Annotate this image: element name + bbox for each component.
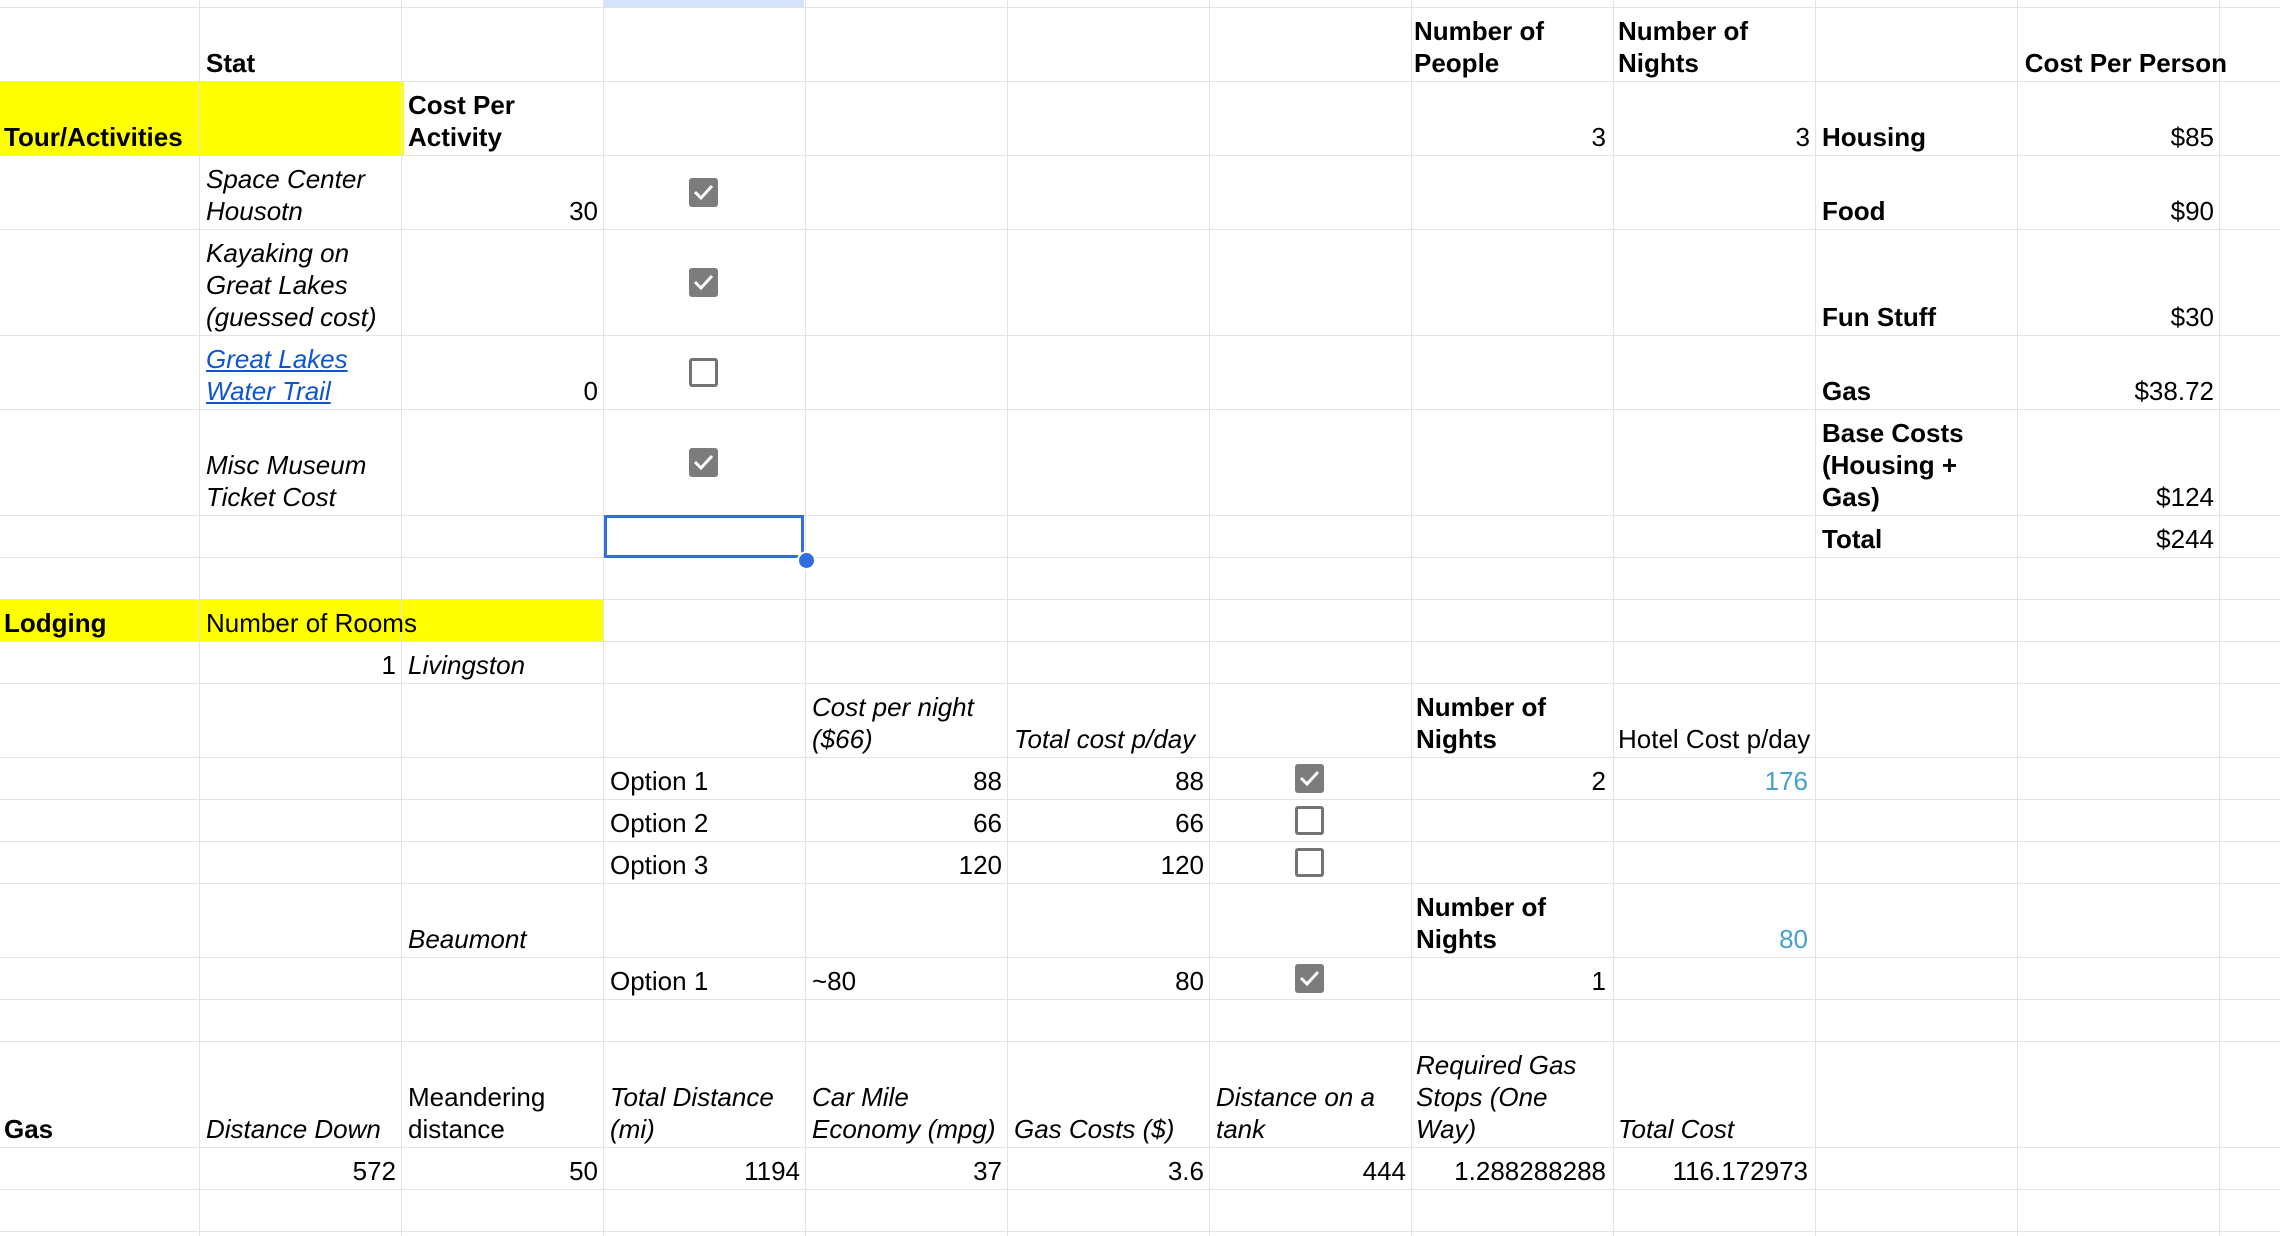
summary-label-food[interactable]: Food <box>1822 196 1886 226</box>
livingston-nights[interactable]: 2 <box>1591 766 1606 796</box>
nights-header[interactable]: Number of Nights <box>1416 692 1546 754</box>
activity-checkbox[interactable] <box>689 268 718 297</box>
cost-per-activity-header[interactable]: Cost Per Activity <box>408 90 515 152</box>
meandering-header[interactable]: Meandering distance <box>408 1082 546 1144</box>
activity-name[interactable]: Misc Museum Ticket Cost <box>206 450 367 512</box>
total-distance-value[interactable]: 1194 <box>744 1156 800 1186</box>
option-total[interactable]: 66 <box>1175 808 1204 838</box>
option-cost[interactable]: 88 <box>973 766 1002 796</box>
summary-value-base-costs[interactable]: $124 <box>2156 482 2214 512</box>
mpg-header[interactable]: Car Mile Economy (mpg) <box>812 1082 996 1144</box>
selected-cell[interactable] <box>604 515 804 558</box>
option-cost[interactable]: 120 <box>958 850 1002 880</box>
city-beaumont[interactable]: Beaumont <box>408 924 527 954</box>
mpg-value[interactable]: 37 <box>973 1156 1002 1186</box>
tour-header-fill <box>0 82 404 156</box>
checkmark-icon <box>1299 770 1320 787</box>
gas-costs-value[interactable]: 3.6 <box>1167 1156 1204 1186</box>
cost-per-night-header[interactable]: Cost per night ($66) <box>812 692 974 754</box>
city-livingston[interactable]: Livingston <box>408 650 526 680</box>
option-checkbox[interactable] <box>1295 964 1324 993</box>
option-checkbox[interactable] <box>1295 806 1324 835</box>
summary-value-fun[interactable]: $30 <box>2170 302 2214 332</box>
activity-name[interactable]: Space Center Housotn <box>206 164 365 226</box>
summary-value-food[interactable]: $90 <box>2170 196 2214 226</box>
total-distance-header[interactable]: Total Distance (mi) <box>610 1082 774 1144</box>
summary-label-gas[interactable]: Gas <box>1822 376 1872 406</box>
activity-checkbox[interactable] <box>689 178 718 207</box>
total-cost-header[interactable]: Total cost p/day <box>1014 724 1196 754</box>
activity-cost[interactable]: 0 <box>583 376 598 406</box>
lodging-label[interactable]: Lodging <box>4 608 107 638</box>
option-total[interactable]: 120 <box>1160 850 1204 880</box>
option-total[interactable]: 88 <box>1175 766 1204 796</box>
number-of-people-header[interactable]: Number of People <box>1414 16 1544 78</box>
distance-down-value[interactable]: 572 <box>352 1156 396 1186</box>
beaumont-nights[interactable]: 1 <box>1591 966 1606 996</box>
summary-value-total[interactable]: $244 <box>2156 524 2214 554</box>
activity-link[interactable]: Great Lakes Water Trail <box>206 344 348 406</box>
gas-stops-header[interactable]: Required Gas Stops (One Way) <box>1416 1050 1577 1144</box>
option-cost[interactable]: 66 <box>973 808 1002 838</box>
lodging-header-fill <box>0 600 604 642</box>
gas-total-cost-header[interactable]: Total Cost <box>1618 1114 1735 1144</box>
option-name[interactable]: Option 1 <box>610 966 709 996</box>
people-count[interactable]: 3 <box>1591 122 1606 152</box>
meandering-value[interactable]: 50 <box>569 1156 598 1186</box>
beaumont-nights-header[interactable]: Number of Nights <box>1416 892 1546 954</box>
option-total[interactable]: 80 <box>1175 966 1204 996</box>
checkmark-icon <box>693 184 714 201</box>
hotel-cost-header[interactable]: Hotel Cost p/day <box>1618 724 1811 754</box>
distance-down-header[interactable]: Distance Down <box>206 1114 381 1144</box>
activity-name[interactable]: Great Lakes Water Trail <box>200 336 402 410</box>
option-name[interactable]: Option 3 <box>610 850 709 880</box>
summary-label-housing[interactable]: Housing <box>1822 122 1926 152</box>
cost-per-person-header[interactable]: Cost Per Person <box>2024 48 2227 78</box>
beaumont-hotel-cost[interactable]: 80 <box>1779 924 1808 954</box>
option-name[interactable]: Option 2 <box>610 808 709 838</box>
summary-value-housing[interactable]: $85 <box>2170 122 2214 152</box>
checkmark-icon <box>693 454 714 471</box>
stat-header[interactable]: Stat <box>206 48 256 78</box>
option-name[interactable]: Option 1 <box>610 766 709 796</box>
checkmark-icon <box>1299 970 1320 987</box>
activity-checkbox[interactable] <box>689 448 718 477</box>
option-cost[interactable]: ~80 <box>812 966 857 996</box>
column-header-highlight <box>604 0 804 7</box>
livingston-hotel-cost[interactable]: 176 <box>1764 766 1808 796</box>
activity-cost[interactable]: 30 <box>569 196 598 226</box>
checkmark-icon <box>693 274 714 291</box>
gas-label[interactable]: Gas <box>4 1114 54 1144</box>
summary-label-total[interactable]: Total <box>1822 524 1883 554</box>
summary-value-gas[interactable]: $38.72 <box>2134 376 2214 406</box>
summary-label-base-costs[interactable]: Base Costs (Housing + Gas) <box>1822 418 1964 512</box>
activity-name[interactable]: Kayaking on Great Lakes (guessed cost) <box>206 238 377 332</box>
distance-tank-header[interactable]: Distance on a tank <box>1216 1082 1375 1144</box>
nights-count[interactable]: 3 <box>1795 122 1810 152</box>
rooms-count[interactable]: 1 <box>381 650 396 680</box>
number-of-rooms-header[interactable]: Number of Rooms <box>206 608 417 638</box>
tour-activities-label[interactable]: Tour/Activities <box>4 122 183 152</box>
activity-checkbox[interactable] <box>689 358 718 387</box>
summary-label-fun[interactable]: Fun Stuff <box>1822 302 1937 332</box>
option-checkbox[interactable] <box>1295 848 1324 877</box>
number-of-nights-header[interactable]: Number of Nights <box>1618 16 1748 78</box>
option-checkbox[interactable] <box>1295 764 1324 793</box>
gas-costs-header[interactable]: Gas Costs ($) <box>1014 1114 1175 1144</box>
fill-handle[interactable] <box>797 551 816 570</box>
distance-tank-value[interactable]: 444 <box>1362 1156 1406 1186</box>
gas-total-cost-value[interactable]: 116.172973 <box>1672 1156 1808 1186</box>
gas-stops-value[interactable]: 1.288288288 <box>1454 1156 1606 1186</box>
